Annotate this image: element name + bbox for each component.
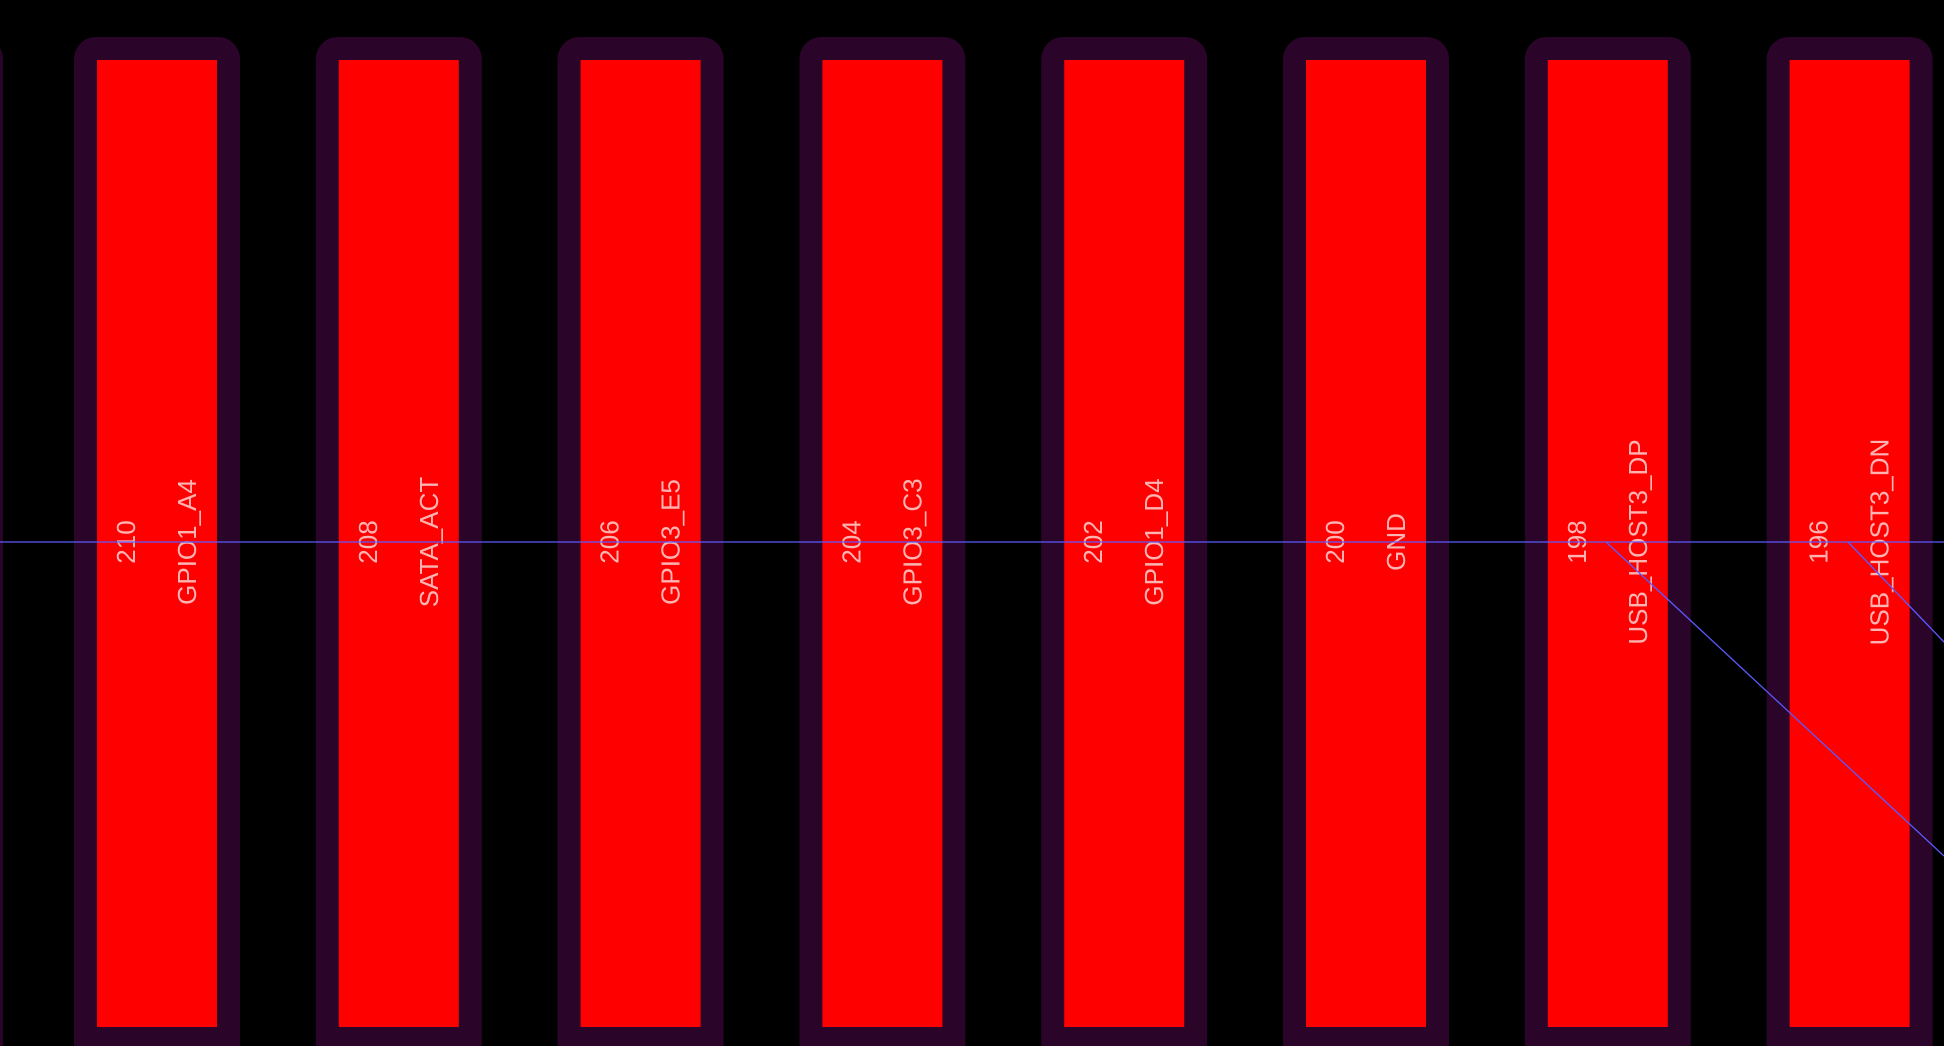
pad-copper [580, 60, 701, 1027]
pad-200[interactable]: 200 GND [1283, 37, 1449, 1046]
pad-copper [97, 60, 217, 1027]
ratsnest-line-usb-dp [1605, 541, 1944, 857]
pad-copper [1306, 60, 1426, 1027]
ratsnest-line-usb-dn [1847, 541, 1944, 643]
pad-copper [822, 60, 943, 1027]
pad-copper [1064, 60, 1185, 1027]
partial-pad-left [0, 47, 3, 1046]
pad-copper [338, 60, 459, 1027]
